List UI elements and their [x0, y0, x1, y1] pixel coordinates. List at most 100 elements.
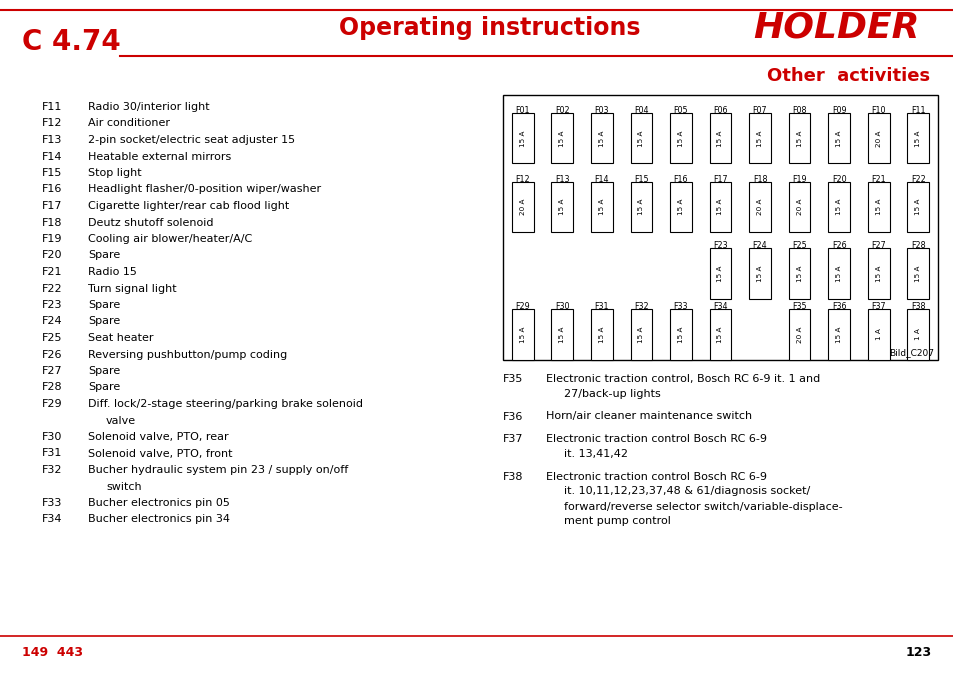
Text: Electronic traction control Bosch RC 6-9: Electronic traction control Bosch RC 6-9 — [545, 472, 766, 481]
Text: 27/back-up lights: 27/back-up lights — [563, 389, 660, 399]
Text: Seat heater: Seat heater — [88, 333, 153, 343]
Bar — [867, 182, 888, 233]
Text: F05: F05 — [673, 106, 687, 115]
Text: F17: F17 — [42, 201, 63, 211]
Bar — [551, 182, 573, 233]
Text: F12: F12 — [42, 119, 63, 129]
Text: 15 A: 15 A — [835, 265, 841, 282]
Bar — [827, 182, 849, 233]
Text: F32: F32 — [634, 302, 648, 311]
Text: Stop light: Stop light — [88, 168, 141, 178]
Text: Air conditioner: Air conditioner — [88, 119, 170, 129]
Text: F33: F33 — [42, 498, 62, 508]
Text: Bild_C207: Bild_C207 — [888, 348, 933, 357]
Text: 15 A: 15 A — [717, 130, 722, 146]
Text: 20 A: 20 A — [796, 326, 801, 342]
Text: F36: F36 — [502, 412, 523, 421]
Text: F07: F07 — [752, 106, 766, 115]
Text: 15 A: 15 A — [678, 130, 683, 146]
Text: F29: F29 — [515, 302, 530, 311]
Text: F11: F11 — [42, 102, 62, 112]
Bar — [709, 113, 731, 164]
Bar — [867, 309, 888, 360]
Text: Other  activities: Other activities — [766, 67, 929, 85]
Bar — [827, 248, 849, 299]
Bar — [788, 113, 810, 164]
Text: F38: F38 — [502, 472, 523, 481]
Text: 15 A: 15 A — [875, 265, 881, 282]
Text: 1 A: 1 A — [914, 328, 921, 340]
Text: it. 13,41,42: it. 13,41,42 — [563, 449, 627, 459]
Bar — [709, 248, 731, 299]
Bar — [906, 113, 928, 164]
Text: Bucher hydraulic system pin 23 / supply on/off: Bucher hydraulic system pin 23 / supply … — [88, 465, 348, 475]
Text: Spare: Spare — [88, 366, 120, 376]
Text: F15: F15 — [42, 168, 62, 178]
Text: 15 A: 15 A — [638, 199, 643, 216]
Text: 15 A: 15 A — [519, 130, 525, 146]
Text: Spare: Spare — [88, 251, 120, 260]
Bar — [590, 113, 612, 164]
Text: 15 A: 15 A — [796, 265, 801, 282]
Bar — [867, 248, 888, 299]
Text: 15 A: 15 A — [914, 199, 921, 216]
Text: 20 A: 20 A — [519, 199, 525, 216]
Text: 20 A: 20 A — [757, 199, 762, 216]
Text: 15 A: 15 A — [835, 199, 841, 216]
Text: F08: F08 — [792, 106, 806, 115]
Text: F02: F02 — [555, 106, 569, 115]
Text: 15 A: 15 A — [678, 199, 683, 216]
Text: Cooling air blower/heater/A/C: Cooling air blower/heater/A/C — [88, 234, 252, 244]
Text: Headlight flasher/0-position wiper/washer: Headlight flasher/0-position wiper/washe… — [88, 185, 321, 195]
Bar — [709, 309, 731, 360]
Text: 15 A: 15 A — [757, 130, 762, 146]
Text: F22: F22 — [910, 175, 924, 183]
Text: F21: F21 — [870, 175, 885, 183]
Text: F35: F35 — [502, 374, 523, 384]
Bar — [748, 182, 770, 233]
Text: F06: F06 — [713, 106, 727, 115]
Text: F24: F24 — [752, 241, 766, 250]
Text: 15 A: 15 A — [558, 130, 565, 146]
Bar — [669, 182, 691, 233]
Text: 15 A: 15 A — [638, 326, 643, 342]
Text: ment pump control: ment pump control — [563, 516, 670, 526]
Bar — [630, 309, 652, 360]
Text: F25: F25 — [791, 241, 806, 250]
Text: F34: F34 — [42, 514, 63, 524]
Text: 15 A: 15 A — [598, 130, 604, 146]
Text: F37: F37 — [502, 434, 523, 444]
Text: Solenoid valve, PTO, rear: Solenoid valve, PTO, rear — [88, 432, 229, 442]
Text: F37: F37 — [870, 302, 885, 311]
Text: 15 A: 15 A — [796, 130, 801, 146]
Text: Bucher electronics pin 05: Bucher electronics pin 05 — [88, 498, 230, 508]
Text: F03: F03 — [594, 106, 608, 115]
Text: F13: F13 — [555, 175, 569, 183]
Bar — [788, 182, 810, 233]
Text: F25: F25 — [42, 333, 63, 343]
Text: it. 10,11,12,23,37,48 & 61/diagnosis socket/: it. 10,11,12,23,37,48 & 61/diagnosis soc… — [563, 487, 809, 497]
Bar — [709, 182, 731, 233]
Text: F33: F33 — [673, 302, 687, 311]
Text: C 4.74: C 4.74 — [22, 28, 121, 56]
Text: F30: F30 — [42, 432, 62, 442]
Text: forward/reverse selector switch/variable-displace-: forward/reverse selector switch/variable… — [563, 501, 841, 512]
Text: 15 A: 15 A — [835, 326, 841, 342]
Bar — [867, 113, 888, 164]
Bar — [551, 113, 573, 164]
Text: F18: F18 — [42, 218, 63, 228]
Text: 15 A: 15 A — [875, 199, 881, 216]
Text: Heatable external mirrors: Heatable external mirrors — [88, 152, 231, 162]
Text: F15: F15 — [634, 175, 648, 183]
Text: 15 A: 15 A — [914, 130, 921, 146]
Text: F04: F04 — [634, 106, 648, 115]
Text: 149  443: 149 443 — [22, 646, 83, 658]
Text: 1 A: 1 A — [875, 328, 881, 340]
Text: F31: F31 — [42, 448, 62, 458]
Bar — [748, 113, 770, 164]
Text: 15 A: 15 A — [638, 130, 643, 146]
Text: F34: F34 — [713, 302, 727, 311]
Bar — [512, 182, 533, 233]
Text: 15 A: 15 A — [519, 326, 525, 342]
Bar — [788, 248, 810, 299]
